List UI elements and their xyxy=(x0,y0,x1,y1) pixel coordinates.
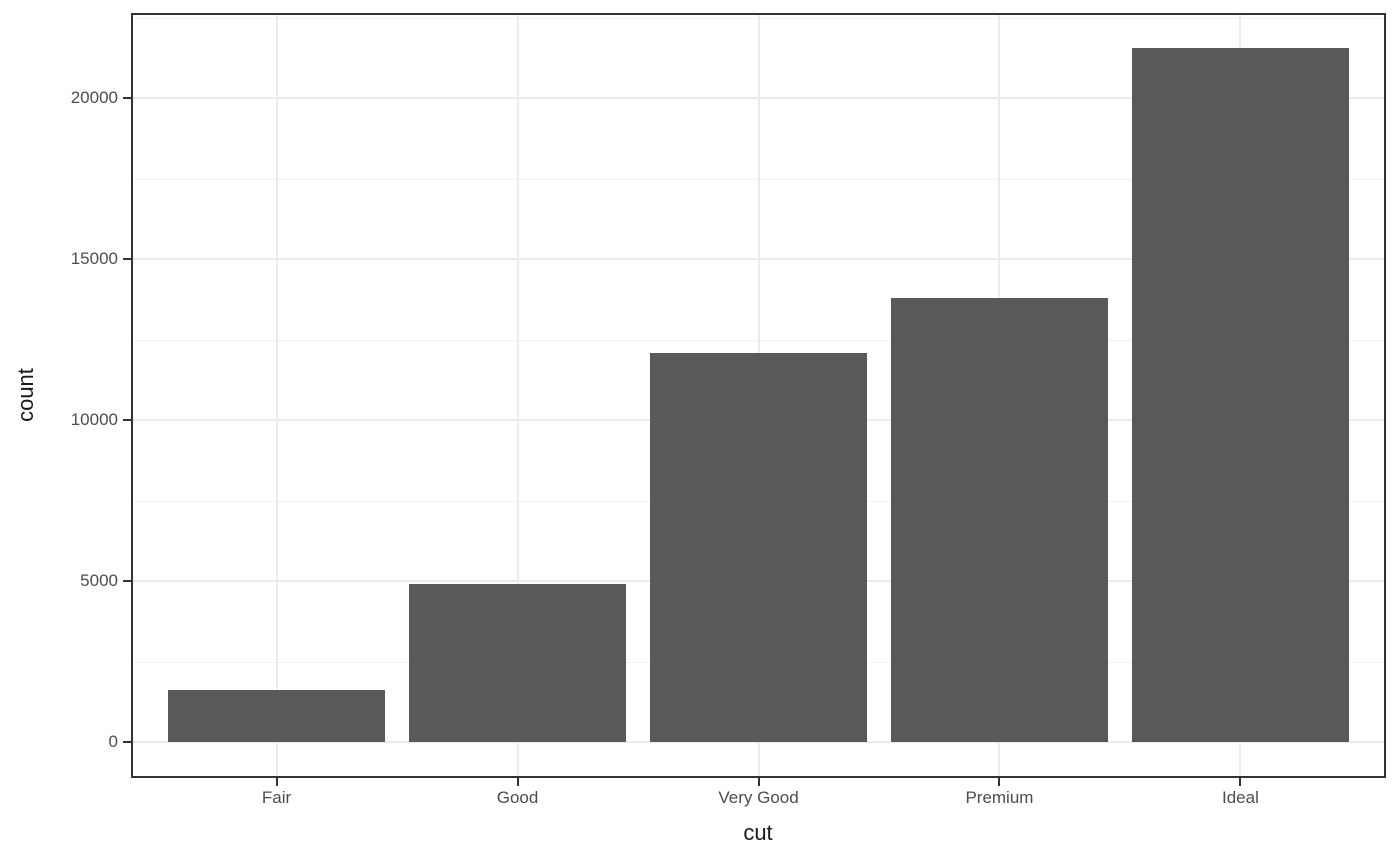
x-axis-tick xyxy=(1239,778,1242,786)
x-axis-tick xyxy=(757,778,760,786)
x-tick-label: Very Good xyxy=(718,788,799,807)
x-axis-tick xyxy=(275,778,278,786)
gridline-major-vertical xyxy=(275,14,278,777)
x-axis-title: cut xyxy=(743,820,773,845)
bar-fair xyxy=(168,690,385,742)
gridline-major-vertical xyxy=(516,14,519,777)
y-tick-label: 10000 xyxy=(70,410,118,429)
y-axis-tick xyxy=(123,258,131,260)
bar-premium xyxy=(891,297,1108,742)
x-axis-tick xyxy=(516,778,519,786)
y-tick-label: 0 xyxy=(108,732,118,751)
y-tick-label: 5000 xyxy=(80,571,118,590)
x-tick-label: Ideal xyxy=(1221,788,1259,807)
x-axis-tick xyxy=(998,778,1001,786)
y-tick-label: 15000 xyxy=(70,249,118,268)
x-tick-label: Fair xyxy=(261,788,292,807)
y-axis-title: count xyxy=(13,368,38,422)
y-axis-tick xyxy=(123,419,131,421)
x-tick-label: Premium xyxy=(965,788,1034,807)
y-axis-tick xyxy=(123,580,131,582)
bar-ideal xyxy=(1131,48,1349,742)
y-axis-tick xyxy=(123,741,131,743)
y-tick-label: 20000 xyxy=(70,88,118,107)
x-tick-label: Good xyxy=(496,788,539,807)
bar-good xyxy=(409,584,626,742)
y-axis-tick xyxy=(123,97,131,99)
bar-very-good xyxy=(650,352,867,742)
